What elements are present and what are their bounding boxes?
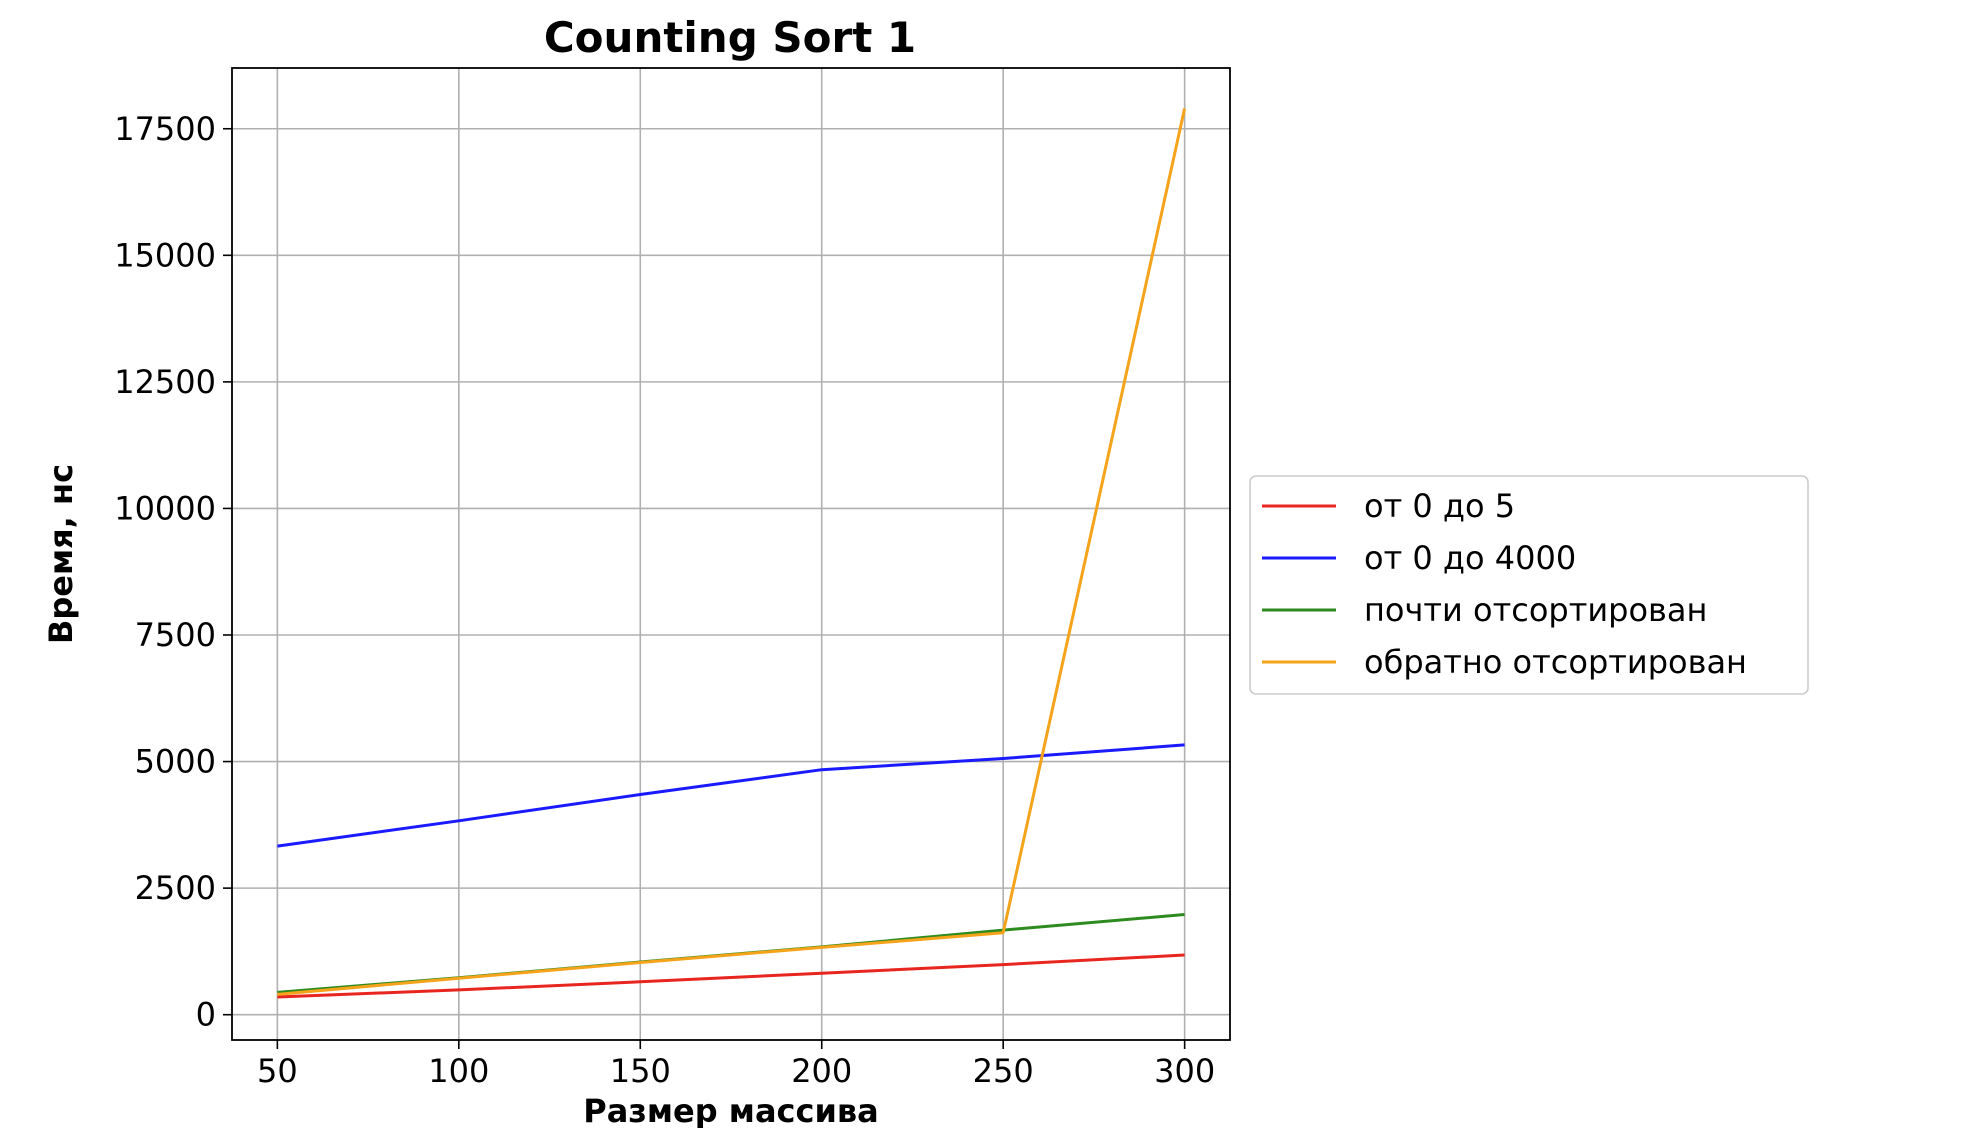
series-line-3 bbox=[277, 108, 1187, 996]
x-axis: 50 100 150 200 250 300 bbox=[257, 1040, 1215, 1090]
y-tick-label: 15000 bbox=[114, 236, 216, 274]
series-line-0 bbox=[277, 953, 1185, 999]
y-tick-label: 10000 bbox=[114, 489, 216, 527]
legend: от 0 до 5 от 0 до 4000 почти отсортирован о… bbox=[1249, 475, 1809, 695]
y-tick-label: 12500 bbox=[114, 363, 216, 401]
x-tick-label: 300 bbox=[1154, 1052, 1215, 1090]
series-line-1 bbox=[277, 743, 1185, 848]
legend-label-2: почти отсортирован bbox=[1364, 591, 1707, 629]
legend-label-0: от 0 до 5 bbox=[1364, 487, 1515, 525]
grid bbox=[232, 68, 1230, 1040]
legend-label-1: от 0 до 4000 bbox=[1364, 539, 1576, 577]
y-tick-label: 0 bbox=[196, 996, 216, 1034]
series-layer bbox=[277, 108, 1187, 999]
x-axis-label: Размер массива bbox=[583, 1092, 879, 1128]
y-tick-label: 5000 bbox=[135, 743, 216, 781]
y-axis: 0 2500 5000 7500 10000 12500 15000 17500 bbox=[114, 110, 232, 1034]
legend-label-3: обратно отсортирован bbox=[1364, 643, 1747, 681]
x-tick-label: 150 bbox=[610, 1052, 671, 1090]
x-tick-label: 50 bbox=[257, 1052, 298, 1090]
y-tick-label: 7500 bbox=[135, 616, 216, 654]
x-tick-label: 200 bbox=[791, 1052, 852, 1090]
y-tick-label: 2500 bbox=[135, 869, 216, 907]
legend-box bbox=[1249, 475, 1809, 695]
y-axis-label: Время, нс bbox=[42, 464, 80, 644]
y-tick-label: 17500 bbox=[114, 110, 216, 148]
chart-title: Counting Sort 1 bbox=[544, 13, 916, 62]
x-tick-label: 250 bbox=[973, 1052, 1034, 1090]
plot-frame bbox=[231, 67, 1231, 1041]
x-tick-label: 100 bbox=[428, 1052, 489, 1090]
